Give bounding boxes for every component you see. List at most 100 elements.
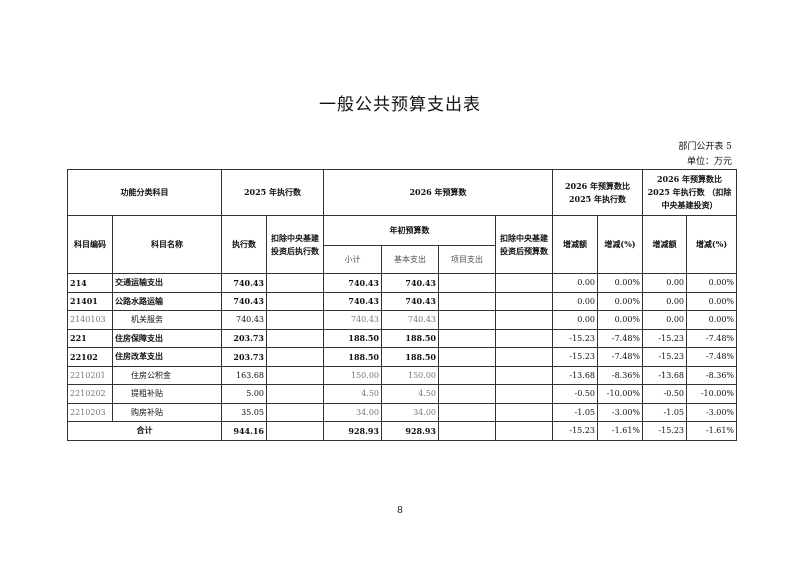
cell-exec-excl [266, 384, 324, 404]
cell-project [438, 273, 496, 293]
cell-exec-excl [266, 347, 324, 367]
unit-label: 单位：万元 [686, 157, 732, 167]
cell-subtotal: 740.43 [323, 291, 382, 311]
cell-basic: 150.00 [381, 365, 439, 385]
cell-name: 交通运输支出 [112, 273, 222, 293]
header-code: 科目编码 [67, 215, 113, 274]
cell-change1: 0.00 [552, 291, 598, 311]
header-basic: 基本支出 [381, 245, 439, 274]
cell-exec: 35.05 [221, 402, 267, 422]
header-func-class: 功能分类科目 [67, 169, 222, 216]
cell-subtotal: 34.00 [323, 402, 382, 422]
cell-subtotal: 740.43 [323, 310, 382, 330]
cell-exec: 5.00 [221, 384, 267, 404]
cell-pct1: 0.00% [596, 273, 644, 293]
cell-basic: 740.43 [381, 291, 439, 311]
cell-code: 214 [67, 273, 113, 293]
total-exec: 944.16 [221, 421, 267, 441]
cell-name: 住房保障支出 [112, 328, 222, 348]
cell-code: 2210203 [67, 402, 113, 422]
total-exec-excl [266, 421, 324, 441]
cell-pct2: -3.00% [686, 402, 738, 422]
header-name: 科目名称 [112, 215, 222, 274]
cell-change1: -1.05 [552, 402, 598, 422]
cell-exec: 203.73 [221, 347, 267, 367]
cell-budget-excl [495, 365, 553, 385]
cell-project [438, 328, 496, 348]
cell-name: 公路水路运输 [112, 291, 222, 311]
cell-pct2: 0.00% [686, 273, 738, 293]
cell-project [438, 291, 496, 311]
cell-budget-excl [495, 347, 553, 367]
cell-basic: 34.00 [381, 402, 439, 422]
total-pct1: -1.61% [596, 421, 644, 441]
cell-change2: -15.23 [642, 328, 688, 348]
cell-budget-excl [495, 310, 553, 330]
cell-subtotal: 188.50 [323, 328, 382, 348]
budget-table: 功能分类科目 2025 年执行数 2026 年预算数 2026 年预算数比 20… [67, 169, 738, 441]
total-row: 合计 944.16 928.93 928.93 -15.23 -1.61% -1… [67, 421, 738, 441]
header-pct1: 增减(%) [596, 215, 644, 274]
cell-budget-excl [495, 328, 553, 348]
cell-code: 2210202 [67, 384, 113, 404]
cell-code: 21401 [67, 291, 113, 311]
cell-pct1: -10.00% [596, 384, 644, 404]
cell-code: 2210201 [67, 365, 113, 385]
cell-pct1: -7.48% [596, 328, 644, 348]
cell-exec-excl [266, 328, 324, 348]
cell-exec: 163.68 [221, 365, 267, 385]
table-row: 21401 公路水路运输 740.43 740.43 740.43 0.00 0.00% 0.… [67, 291, 738, 311]
table-row: 221 住房保障支出 203.73 188.50 188.50 -15.23 -7.48% -… [67, 328, 738, 348]
cell-change1: -13.68 [552, 365, 598, 385]
cell-change2: -15.23 [642, 347, 688, 367]
cell-code: 2140103 [67, 310, 113, 330]
cell-code: 22102 [67, 347, 113, 367]
page-title: 一般公共预算支出表 [319, 95, 481, 115]
total-subtotal: 928.93 [323, 421, 382, 441]
cell-exec: 740.43 [221, 310, 267, 330]
cell-name: 机关服务 [112, 310, 222, 330]
cell-pct1: 0.00% [596, 310, 644, 330]
cell-code: 221 [67, 328, 113, 348]
cell-name: 提租补贴 [112, 384, 222, 404]
cell-pct2: 0.00% [686, 291, 738, 311]
cell-subtotal: 188.50 [323, 347, 382, 367]
table-number: 部门公开表 5 [678, 142, 732, 152]
cell-change2: -13.68 [642, 365, 688, 385]
total-budget-excl [495, 421, 553, 441]
cell-project [438, 384, 496, 404]
cell-change1: -0.50 [552, 384, 598, 404]
cell-name: 住房改革支出 [112, 347, 222, 367]
header-compare-excl: 2026 年预算数比 2025 年执行数 （扣除中央基建投资） [642, 169, 738, 216]
cell-basic: 188.50 [381, 347, 439, 367]
header-budget-excl: 扣除中央基建投资后预算数 [495, 215, 553, 274]
table-row: 214 交通运输支出 740.43 740.43 740.43 0.00 0.00% 0.00… [67, 273, 738, 293]
cell-exec: 203.73 [221, 328, 267, 348]
cell-project [438, 365, 496, 385]
cell-change2: 0.00 [642, 273, 688, 293]
cell-exec: 740.43 [221, 291, 267, 311]
cell-exec-excl [266, 291, 324, 311]
cell-pct2: -8.36% [686, 365, 738, 385]
cell-subtotal: 4.50 [323, 384, 382, 404]
header-subtotal: 小计 [323, 245, 382, 274]
cell-basic: 188.50 [381, 328, 439, 348]
cell-change2: 0.00 [642, 291, 688, 311]
header-exec-excl: 扣除中央基建投资后执行数 [266, 215, 324, 274]
cell-budget-excl [495, 402, 553, 422]
cell-change2: 0.00 [642, 310, 688, 330]
cell-project [438, 347, 496, 367]
cell-pct1: -8.36% [596, 365, 644, 385]
header-initial: 年初预算数 [323, 215, 496, 246]
cell-pct1: -7.48% [596, 347, 644, 367]
header-change1: 增减额 [552, 215, 598, 274]
cell-exec-excl [266, 402, 324, 422]
cell-exec-excl [266, 365, 324, 385]
total-change2: -15.23 [642, 421, 688, 441]
cell-exec: 740.43 [221, 273, 267, 293]
header-compare: 2026 年预算数比 2025 年执行数 [551, 169, 644, 216]
cell-pct2: -7.48% [686, 347, 738, 367]
cell-name: 住房公积金 [112, 365, 222, 385]
cell-project [438, 402, 496, 422]
cell-basic: 4.50 [381, 384, 439, 404]
